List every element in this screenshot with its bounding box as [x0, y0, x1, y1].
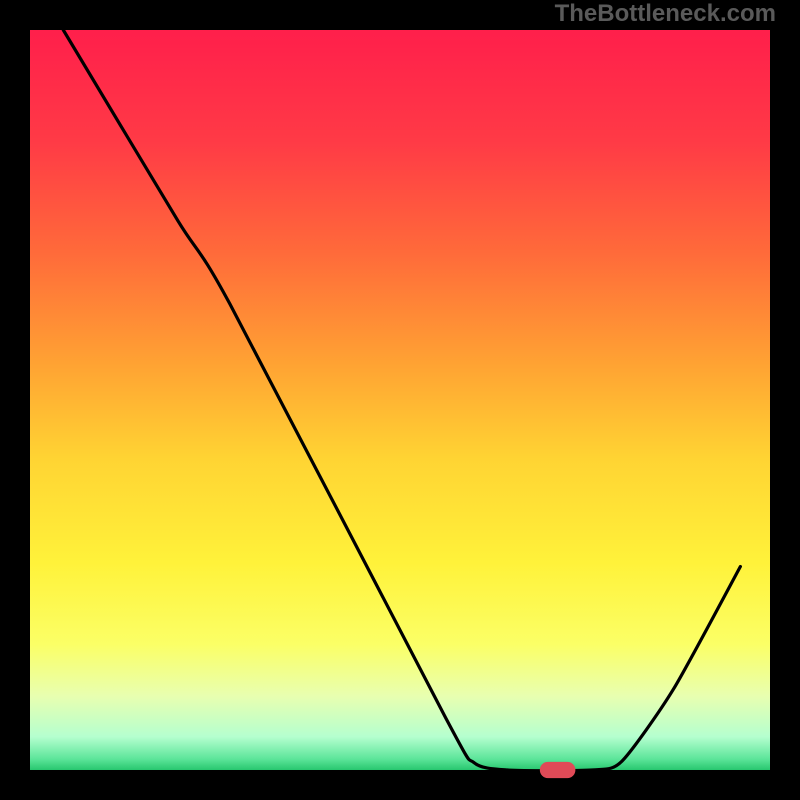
chart-background	[30, 30, 770, 770]
optimum-marker	[540, 762, 576, 778]
chart-canvas	[0, 0, 800, 800]
bottleneck-chart: TheBottleneck.com	[0, 0, 800, 800]
watermark-text: TheBottleneck.com	[555, 0, 776, 28]
